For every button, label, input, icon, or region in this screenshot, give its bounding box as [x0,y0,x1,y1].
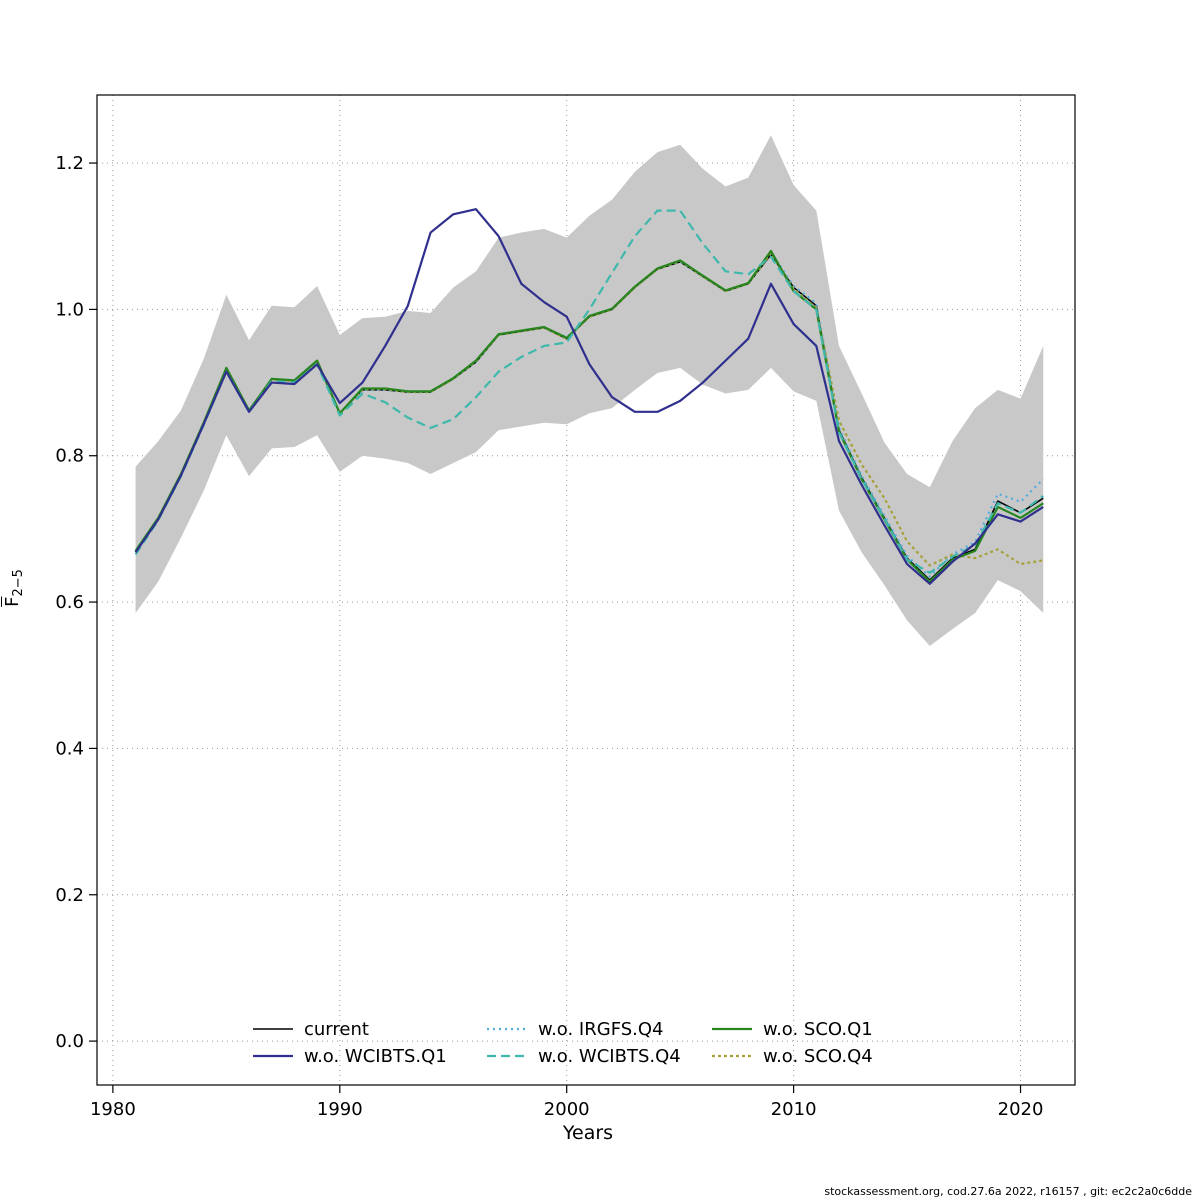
x-axis-title: Years [562,1122,614,1144]
legend-label-current: current [304,1019,369,1040]
x-tick-label: 2000 [544,1099,590,1120]
x-tick-label: 1990 [317,1099,363,1120]
y-tick-label: 0.4 [55,738,84,759]
y-tick-label: 0.8 [55,446,84,467]
legend-label-w-o-irgfs-q4: w.o. IRGFS.Q4 [538,1019,664,1040]
y-axis-title-letter: F [2,596,23,607]
series-line-w-o-wcibts-q4 [134,209,1044,574]
confidence-band [135,135,1044,646]
y-tick-label: 0.2 [55,885,84,906]
y-tick-label: 1.2 [55,153,84,174]
legend-label-w-o-sco-q1: w.o. SCO.Q1 [763,1019,873,1040]
x-tick-label: 2010 [771,1099,817,1120]
legend-label-w-o-sco-q4: w.o. SCO.Q4 [763,1046,873,1067]
y-tick-label: 0.6 [55,592,84,613]
legend-label-w-o-wcibts-q1: w.o. WCIBTS.Q1 [304,1046,447,1067]
y-axis-title: F2−5 [2,569,26,607]
series-line-w-o-wcibts-q1 [134,208,1044,585]
legend-label-w-o-wcibts-q4: w.o. WCIBTS.Q4 [538,1046,681,1067]
y-tick-label: 0.0 [55,1031,84,1052]
y-axis-title-subscript: 2−5 [11,569,26,597]
plot-frame [96,94,1076,1086]
x-tick-label: 1980 [90,1099,136,1120]
y-tick-label: 1.0 [55,299,84,320]
x-tick-label: 2020 [998,1099,1044,1120]
footer-attribution: stockassessment.org, cod.27.6a 2022, r16… [824,1185,1192,1198]
